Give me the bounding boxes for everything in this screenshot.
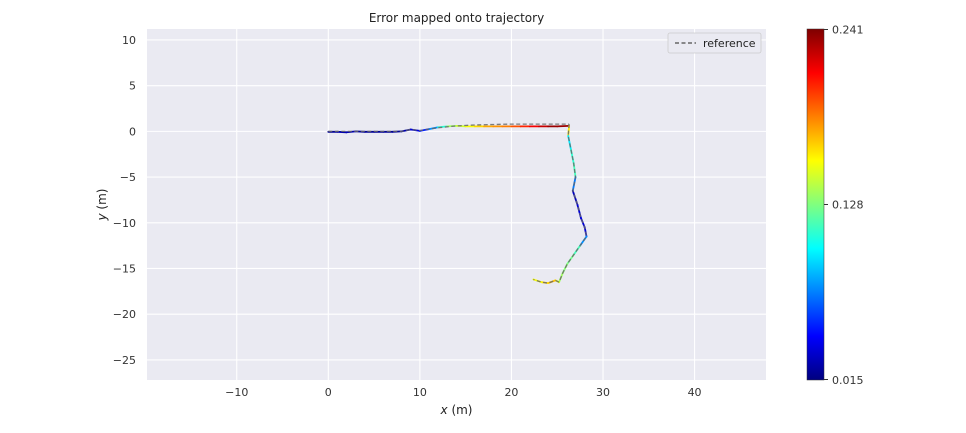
x-tick-label: 20	[504, 386, 518, 399]
y-tick-label: 0	[129, 125, 136, 138]
legend-label-reference: reference	[703, 37, 756, 50]
x-axis-label: x (m)	[440, 403, 473, 417]
y-tick-label: −25	[113, 354, 136, 367]
y-tick-label: −5	[120, 171, 136, 184]
x-tick-label: −10	[225, 386, 248, 399]
colorbar-label-min: 0.015	[832, 374, 864, 387]
colorbar-gradient	[806, 28, 825, 381]
reference-series	[533, 124, 588, 284]
y-tick-label: −15	[113, 262, 136, 275]
grid-lines	[147, 29, 766, 380]
reference-line	[328, 123, 588, 284]
y-tick-label: −20	[113, 308, 136, 321]
legend-box	[667, 32, 762, 54]
y-tick-label: 5	[129, 80, 136, 93]
colorbar-label-mid: 0.128	[832, 199, 864, 212]
y-tick-label: −10	[113, 217, 136, 230]
y-tick-label: 10	[122, 34, 136, 47]
x-tick-label: 0	[325, 386, 332, 399]
colorbar-label-max: 0.241	[832, 24, 864, 37]
legend: reference	[667, 32, 762, 54]
reference-series	[328, 123, 570, 133]
y-tick-labels: 10 5 0 −5 −10 −15 −20 −25	[113, 34, 136, 367]
colorbar: 0.241 0.128 0.015	[806, 24, 864, 387]
plot-area	[147, 29, 766, 380]
chart-title: Error mapped onto trajectory	[369, 11, 544, 25]
y-axis-label: y (m)	[95, 189, 109, 222]
x-tick-label: 10	[413, 386, 427, 399]
x-tick-labels: −10 0 10 20 30 40	[225, 386, 701, 399]
x-tick-label: 30	[596, 386, 610, 399]
x-tick-label: 40	[688, 386, 702, 399]
